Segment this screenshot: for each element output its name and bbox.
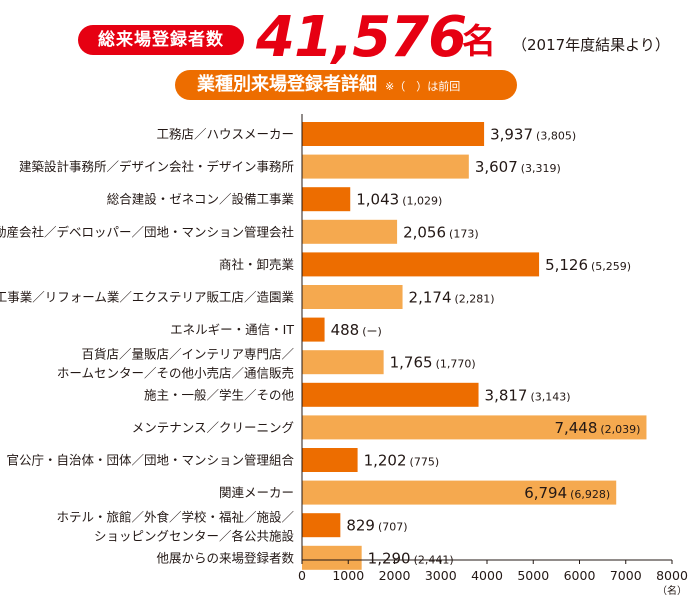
value-label-8: 1,765 (1,770) xyxy=(390,354,476,372)
bar-4 xyxy=(302,219,398,244)
category-label-11: 官公庁・自治体・団体／団地・マンション管理組合 xyxy=(6,453,294,468)
subtitle-text: 業種別来場登録者詳細 xyxy=(197,74,377,95)
value-label-2: 3,607 (3,319) xyxy=(475,158,561,176)
x-tick-label-4000: 4000 xyxy=(471,568,503,583)
value-label-9: 3,817 (3,143) xyxy=(485,386,571,404)
year-note: （2017年度結果より） xyxy=(512,36,670,54)
category-label-4: 不動産会社／デベロッパー／団地・マンション管理会社 xyxy=(0,224,294,239)
x-tick-label-5000: 5000 xyxy=(517,568,549,583)
x-axis-unit: （名） xyxy=(657,584,687,597)
category-label-5: 商社・卸売業 xyxy=(219,257,295,272)
value-label-1: 3,937 (3,805) xyxy=(490,126,576,144)
value-label-14: 1,290 (2,441) xyxy=(368,549,454,567)
total-visitors-badge: 総来場登録者数 xyxy=(78,25,244,55)
bar-11 xyxy=(302,448,358,472)
bar-13 xyxy=(302,513,341,538)
category-label-12: 関連メーカー xyxy=(219,485,294,500)
bar-10 xyxy=(302,415,647,440)
x-tick-label-8000: 8000 xyxy=(656,568,688,583)
x-tick-label-7000: 7000 xyxy=(610,568,642,583)
subtitle-badge: 業種別来場登録者詳細 ※（ ）は前回 xyxy=(175,70,517,100)
x-tick-label-2000: 2000 xyxy=(379,568,411,583)
x-tick-label-0: 0 xyxy=(298,568,306,583)
x-tick-label-1000: 1000 xyxy=(332,568,364,583)
bar-2 xyxy=(302,154,469,179)
value-label-12: 6,794 (6,928) xyxy=(524,484,610,502)
bar-12 xyxy=(302,480,617,505)
category-label-13: ホテル・旅館／外食／学校・福祉／施設／ショッピングセンター／各公共施設 xyxy=(56,510,294,544)
bar-3 xyxy=(302,187,351,212)
category-label-1: 工務店／ハウスメーカー xyxy=(156,127,294,142)
x-tick-label-3000: 3000 xyxy=(425,568,457,583)
bar-9 xyxy=(302,382,479,407)
category-label-8: 百貨店／量販店／インテリア専門店／ホームセンター／その他小売店／通信販売 xyxy=(57,347,295,381)
category-label-10: メンテナンス／クリーニング xyxy=(132,420,294,435)
category-label-3: 総合建設・ゼネコン／設備工事業 xyxy=(107,192,295,207)
bar-6 xyxy=(302,285,403,309)
value-label-4: 2,056 (173) xyxy=(403,223,479,241)
bar-14 xyxy=(302,545,362,570)
value-label-5: 5,126 (5,259) xyxy=(545,256,631,274)
category-label-7: エネルギー・通信・IT xyxy=(170,322,294,337)
value-label-10: 7,448 (2,039) xyxy=(554,419,640,437)
category-label-2: 建築設計事務所／デザイン会社・デザイン事務所 xyxy=(19,159,294,174)
total-visitors-unit: 名 xyxy=(462,22,496,62)
industry-bar-chart: 工務店／ハウスメーカー 3,937 (3,805) 建築設計事務所／デザイン会社・デザ… xyxy=(0,114,688,597)
category-label-14: 他展からの来場登録者数 xyxy=(156,550,294,565)
category-label-6: 内装工事業／リフォーム業／エクステリア販工店／造園業 xyxy=(0,290,294,305)
header: 総来場登録者数 41,576 名 （2017年度結果より） 業種別来場登録者詳細… xyxy=(0,0,700,110)
bar-1 xyxy=(302,122,485,146)
category-label-9: 施主・一般／学生／その他 xyxy=(144,387,295,402)
value-label-3: 1,043 (1,029) xyxy=(356,191,442,209)
x-tick-label-6000: 6000 xyxy=(564,568,596,583)
value-label-7: 488 (ー) xyxy=(331,321,382,339)
subtitle-note: ※（ ）は前回 xyxy=(385,80,461,93)
value-label-11: 1,202 (775) xyxy=(364,452,440,470)
bar-5 xyxy=(302,252,540,277)
value-label-13: 829 (707) xyxy=(346,517,407,535)
bar-8 xyxy=(302,350,384,375)
value-label-6: 2,174 (2,281) xyxy=(409,289,495,307)
total-visitors-value: 41,576 xyxy=(256,5,467,70)
bar-7 xyxy=(302,317,325,342)
